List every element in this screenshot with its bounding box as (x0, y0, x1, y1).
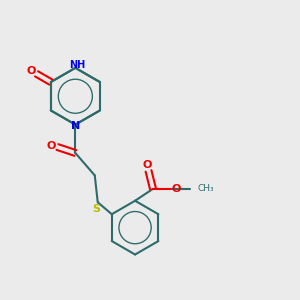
Text: N: N (71, 121, 80, 131)
Text: CH₃: CH₃ (198, 184, 214, 193)
Text: NH: NH (69, 60, 85, 70)
Text: S: S (92, 204, 100, 214)
Text: O: O (46, 140, 56, 151)
Text: O: O (172, 184, 181, 194)
Text: O: O (27, 66, 36, 76)
Text: O: O (143, 160, 152, 170)
